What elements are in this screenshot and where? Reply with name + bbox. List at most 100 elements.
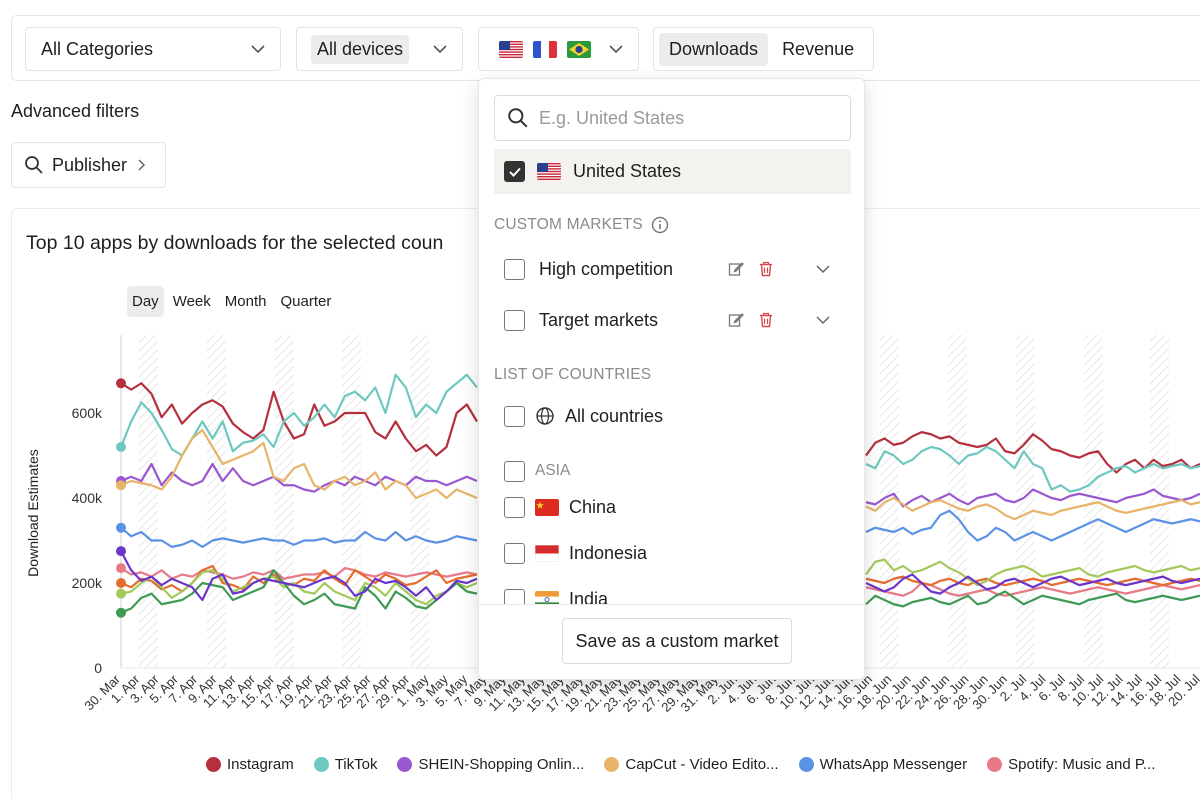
france-flag-icon	[533, 40, 557, 58]
region-label: ASIA	[535, 462, 571, 479]
checkmark-icon	[508, 167, 521, 177]
edit-icon[interactable]	[728, 261, 744, 277]
period-day[interactable]: Day	[127, 286, 164, 317]
china-flag-icon	[535, 498, 559, 516]
period-week[interactable]: Week	[172, 293, 211, 310]
series-start-marker	[116, 522, 126, 533]
dropdown-footer: Save as a custom market	[479, 604, 864, 679]
chevron-down-icon	[251, 45, 265, 54]
custom-markets-heading: CUSTOM MARKETS	[494, 216, 669, 234]
tab-downloads[interactable]: Downloads	[659, 32, 769, 66]
country-checkbox[interactable]	[504, 542, 525, 564]
chevron-down-icon[interactable]	[815, 312, 831, 328]
custom-market-row[interactable]: Target markets	[504, 305, 839, 335]
chevron-down-icon	[609, 45, 623, 54]
custom-market-row[interactable]: High competition	[504, 254, 839, 284]
selected-country-label: United States	[573, 161, 682, 181]
series-start-marker	[116, 607, 126, 618]
series-start-marker	[116, 588, 126, 599]
custom-market-checkbox[interactable]	[504, 309, 525, 331]
country-row[interactable]: Indonesia	[504, 539, 647, 567]
custom-market-label: High competition	[539, 258, 674, 279]
series-line	[119, 373, 478, 457]
legend-label: SHEIN-Shopping Onlin...	[418, 756, 585, 773]
legend-dot	[313, 757, 329, 772]
chevron-down-icon[interactable]	[815, 261, 831, 277]
country-checkbox[interactable]	[504, 496, 525, 518]
us-flag-icon	[499, 40, 523, 58]
advanced-filters-heading: Advanced filters	[11, 101, 140, 121]
series-start-marker	[116, 563, 126, 574]
trash-icon[interactable]	[758, 261, 774, 277]
country-search-box	[494, 95, 851, 141]
us-flag-icon	[537, 163, 561, 180]
region-row[interactable]: ASIA	[504, 457, 570, 485]
y-tick-label: 600k	[72, 405, 103, 421]
selected-country-row[interactable]: United States	[494, 149, 851, 194]
custom-market-actions	[728, 312, 774, 328]
all-countries-row[interactable]: All countries	[504, 402, 663, 430]
custom-market-label: Target markets	[539, 309, 659, 330]
country-search-input[interactable]	[539, 107, 829, 129]
series-line	[120, 567, 478, 580]
weekend-band	[880, 335, 899, 668]
country-label: India	[569, 588, 609, 609]
legend-item[interactable]: TikTok	[313, 756, 377, 773]
country-label: China	[569, 496, 617, 517]
series-line	[865, 488, 1200, 508]
legend-item[interactable]: CapCut - Video Edito...	[604, 756, 779, 773]
series-line	[120, 428, 478, 500]
weekend-band	[342, 335, 361, 668]
country-select[interactable]	[478, 27, 639, 71]
device-select[interactable]: All devices	[296, 27, 463, 71]
publisher-filter-button[interactable]: Publisher	[11, 142, 166, 188]
brazil-flag-icon	[567, 40, 591, 58]
countries-heading: LIST OF COUNTRIES	[494, 366, 652, 383]
legend-item[interactable]: Spotify: Music and P...	[987, 756, 1155, 773]
y-tick-label: 200k	[72, 575, 103, 591]
legend-item[interactable]: WhatsApp Messenger	[798, 756, 968, 773]
search-icon	[25, 156, 43, 174]
weekend-band	[1084, 335, 1103, 668]
weekend-band	[1016, 335, 1035, 668]
search-icon	[508, 108, 528, 128]
save-custom-market-button[interactable]: Save as a custom market	[562, 618, 792, 664]
custom-market-checkbox[interactable]	[504, 258, 525, 280]
series-start-marker	[116, 378, 126, 389]
legend-label: Spotify: Music and P...	[1008, 756, 1156, 773]
tab-revenue[interactable]: Revenue	[782, 38, 855, 59]
y-tick-label: 0	[94, 660, 102, 676]
weekend-band	[139, 335, 158, 668]
trash-icon[interactable]	[758, 312, 774, 328]
period-month[interactable]: Month	[224, 293, 267, 310]
category-value: All Categories	[41, 38, 154, 59]
legend-dot	[604, 757, 620, 772]
series-line	[865, 445, 1200, 493]
custom-markets-heading-text: CUSTOM MARKETS	[494, 216, 643, 233]
region-checkbox[interactable]	[504, 460, 525, 482]
period-quarter[interactable]: Quarter	[280, 293, 332, 310]
chart-legend: Instagram TikTok SHEIN-Shopping Onlin...…	[206, 756, 1155, 773]
period-toggle: Day Week Month Quarter	[127, 286, 336, 317]
info-icon[interactable]	[651, 216, 669, 234]
category-select[interactable]: All Categories	[25, 27, 281, 71]
all-countries-checkbox[interactable]	[504, 405, 525, 427]
country-checkbox-checked[interactable]	[504, 161, 525, 182]
edit-icon[interactable]	[728, 312, 744, 328]
legend-label: CapCut - Video Edito...	[625, 756, 779, 773]
series-line	[120, 564, 478, 593]
chart-title: Top 10 apps by downloads for the selecte…	[26, 232, 444, 254]
chevron-right-icon	[138, 159, 146, 171]
series-start-marker	[116, 480, 126, 491]
legend-label: Instagram	[227, 756, 294, 773]
series-line	[120, 569, 478, 614]
country-row[interactable]: China	[504, 493, 616, 521]
publisher-label: Publisher	[52, 154, 128, 175]
legend-item[interactable]: SHEIN-Shopping Onlin...	[397, 756, 584, 773]
y-tick-label: 400k	[72, 490, 103, 506]
series-line	[120, 550, 478, 602]
legend-item[interactable]: Instagram	[206, 756, 294, 773]
series-line	[865, 573, 1200, 595]
legend-dot	[798, 757, 814, 772]
legend-label: WhatsApp Messenger	[819, 756, 968, 773]
